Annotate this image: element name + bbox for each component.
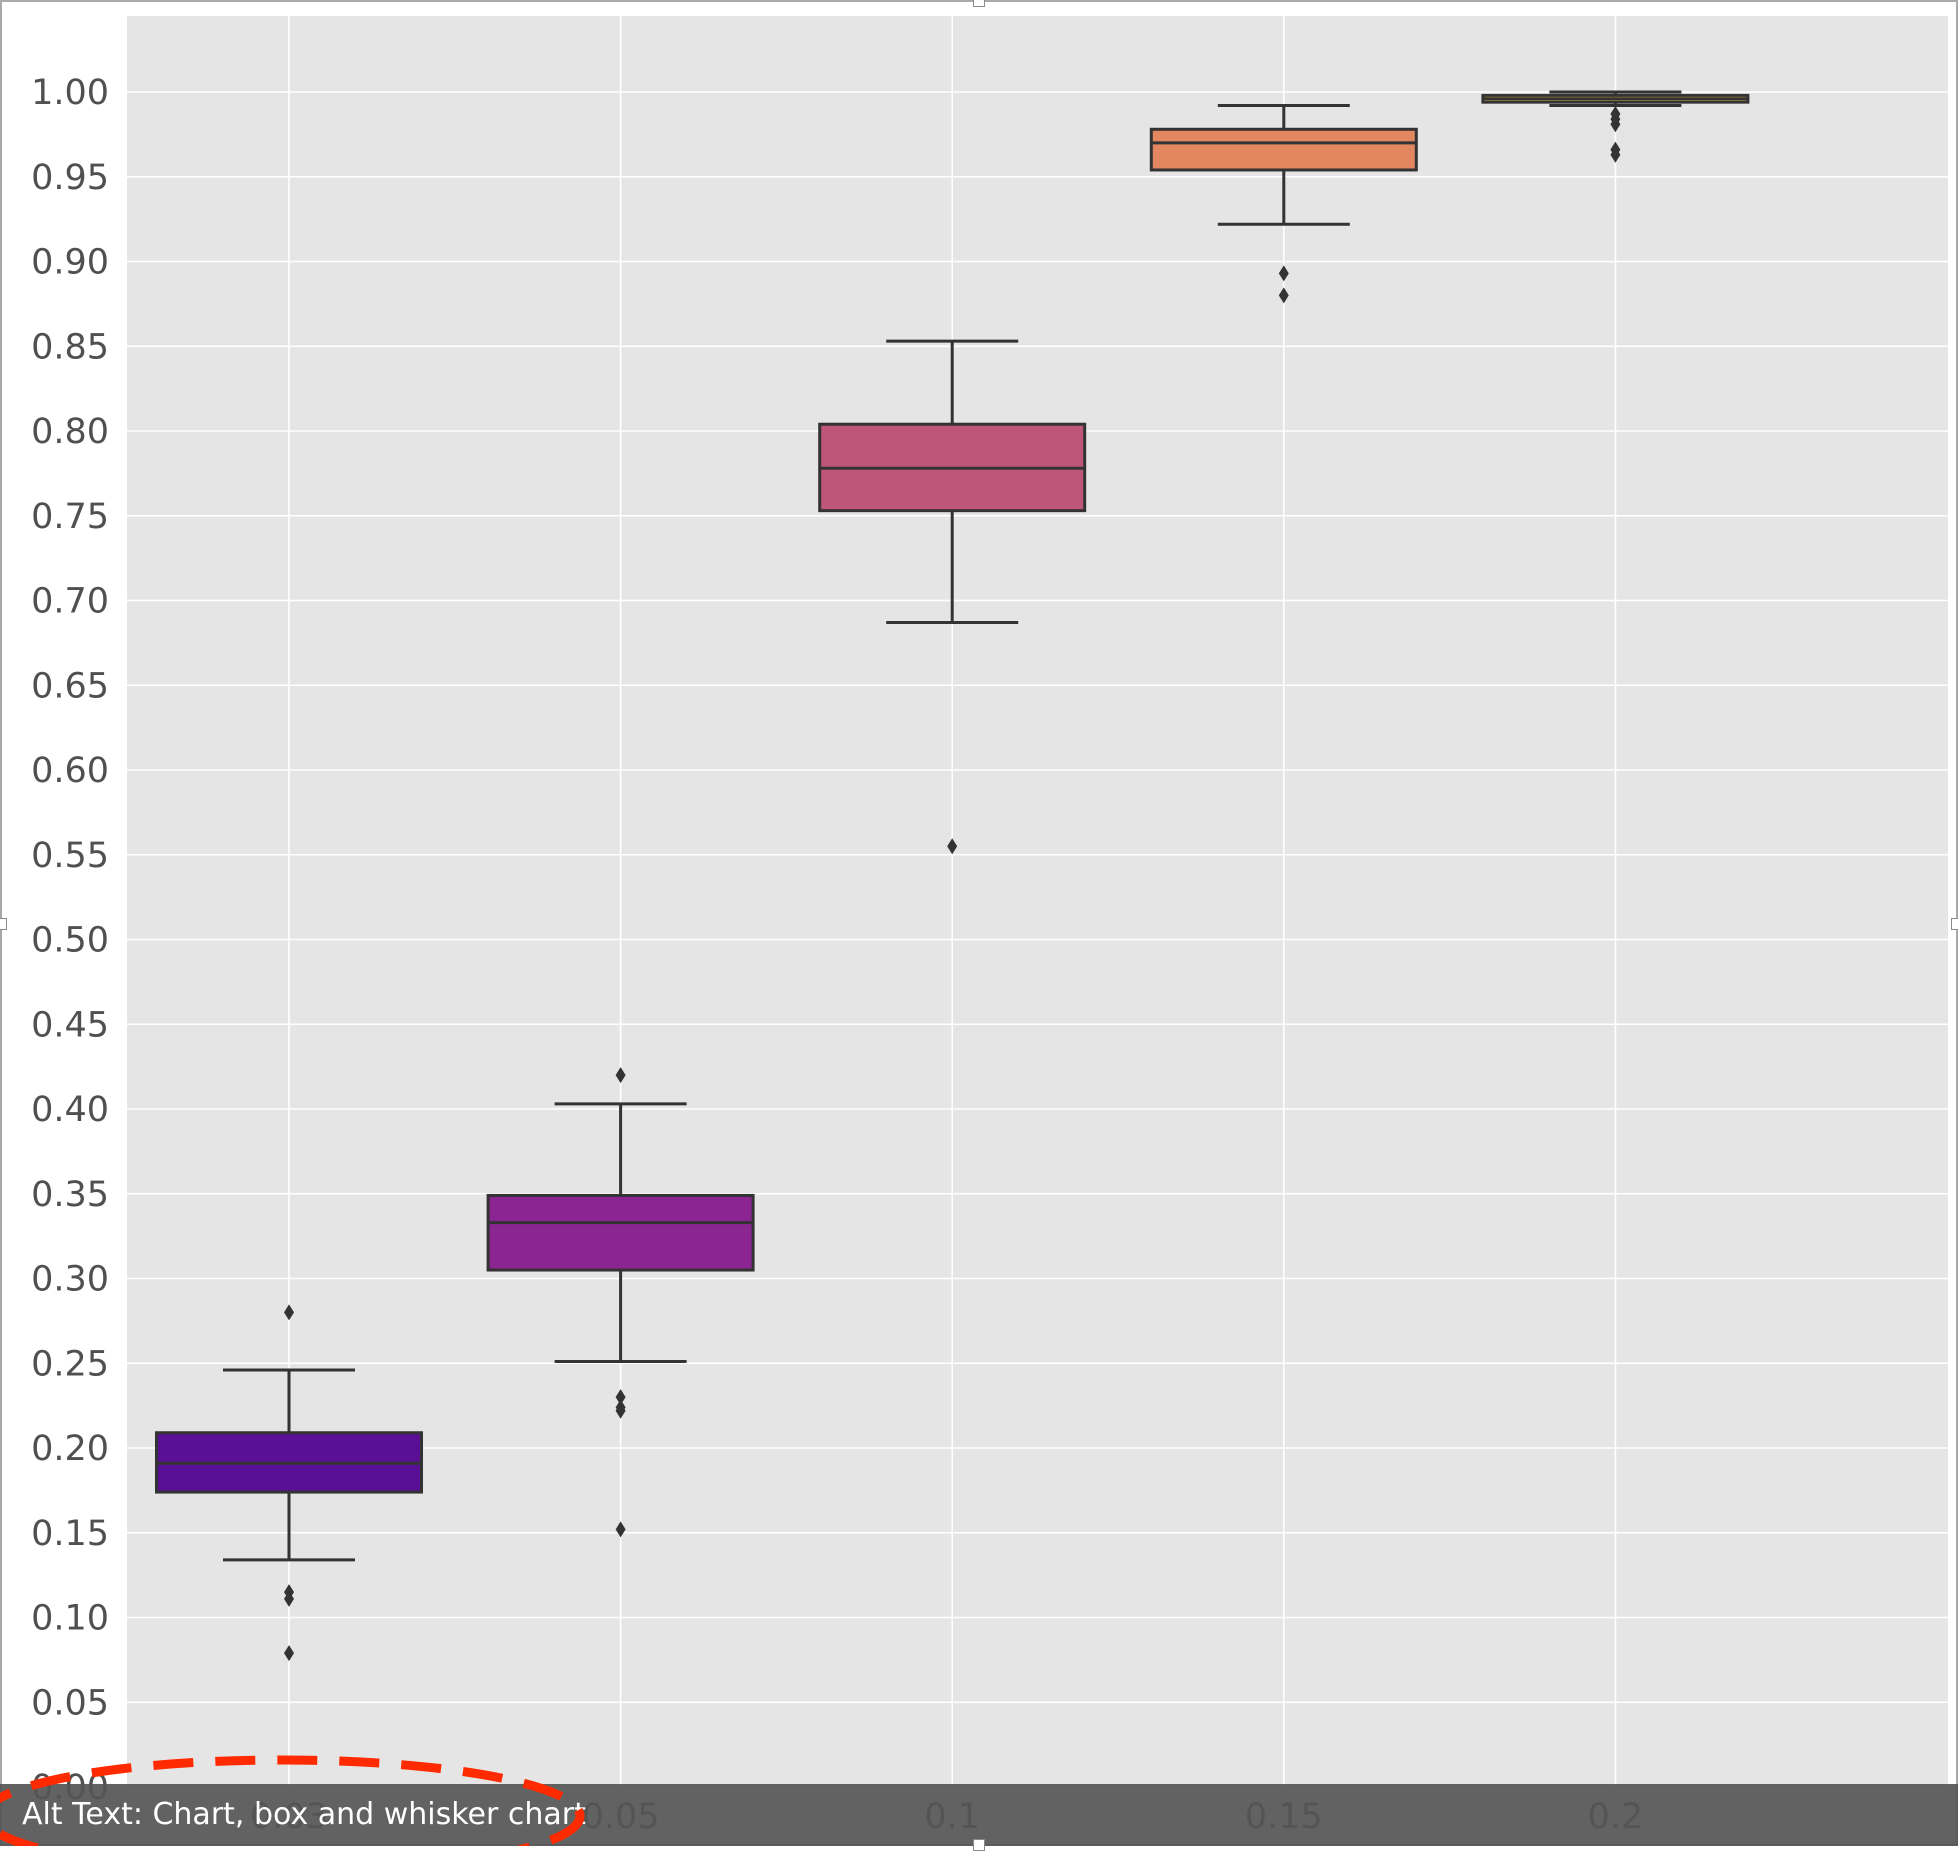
y-tick-label: 0.15 (31, 1514, 109, 1554)
outlier-point (615, 1067, 626, 1084)
y-axis-ticks: 0.000.050.100.150.200.250.300.350.400.45… (31, 73, 109, 1808)
box-0.05 (486, 1067, 755, 1538)
y-tick-label: 0.75 (31, 497, 109, 537)
outlier-point (615, 1389, 626, 1406)
y-tick-label: 0.30 (31, 1260, 109, 1300)
outlier-point (947, 838, 958, 855)
boxes (155, 90, 1750, 1662)
outlier-point (1610, 116, 1621, 133)
y-tick-label: 0.95 (31, 158, 109, 198)
y-tick-label: 0.25 (31, 1344, 109, 1384)
box-0.03 (155, 1304, 423, 1662)
outlier-point (1278, 287, 1289, 304)
y-tick-label: 0.80 (31, 412, 109, 452)
y-tick-label: 0.50 (31, 921, 109, 961)
iqr-box (1149, 127, 1418, 172)
plot-area (127, 16, 1948, 1786)
y-tick-label: 0.85 (31, 327, 109, 367)
y-tick-label: 0.60 (31, 751, 109, 791)
resize-handle-left[interactable] (0, 918, 7, 930)
y-tick-label: 0.65 (31, 666, 109, 706)
y-tick-label: 0.45 (31, 1005, 109, 1045)
alt-text-bar (0, 1784, 1958, 1846)
outlier-point (615, 1402, 626, 1419)
alt-text-label[interactable]: Alt Text: Chart, box and whisker chart (22, 1797, 586, 1832)
iqr-box (486, 1193, 755, 1272)
y-tick-label: 0.05 (31, 1683, 109, 1723)
y-tick-label: 0.20 (31, 1429, 109, 1469)
y-tick-label: 0.40 (31, 1090, 109, 1130)
y-tick-label: 0.55 (31, 836, 109, 876)
outlier-point (1610, 146, 1621, 163)
y-tick-label: 0.70 (31, 582, 109, 622)
highlight-ellipse (0, 1755, 585, 1846)
y-tick-label: 1.00 (31, 73, 109, 113)
box-0.2 (1481, 90, 1750, 163)
resize-handle-bottom[interactable] (973, 1839, 985, 1851)
y-tick-label: 0.90 (31, 243, 109, 283)
resize-handle-top[interactable] (973, 0, 985, 7)
box-0.15 (1149, 104, 1418, 304)
box-0.1 (818, 339, 1087, 855)
outlier-point (284, 1590, 294, 1607)
y-tick-label: 0.35 (31, 1175, 109, 1215)
outlier-point (1278, 265, 1289, 282)
outlier-point (284, 1645, 294, 1662)
outlier-point (284, 1304, 294, 1321)
outlier-point (615, 1521, 626, 1538)
y-tick-label: 0.10 (31, 1599, 109, 1639)
resize-handle-right[interactable] (1951, 918, 1958, 930)
